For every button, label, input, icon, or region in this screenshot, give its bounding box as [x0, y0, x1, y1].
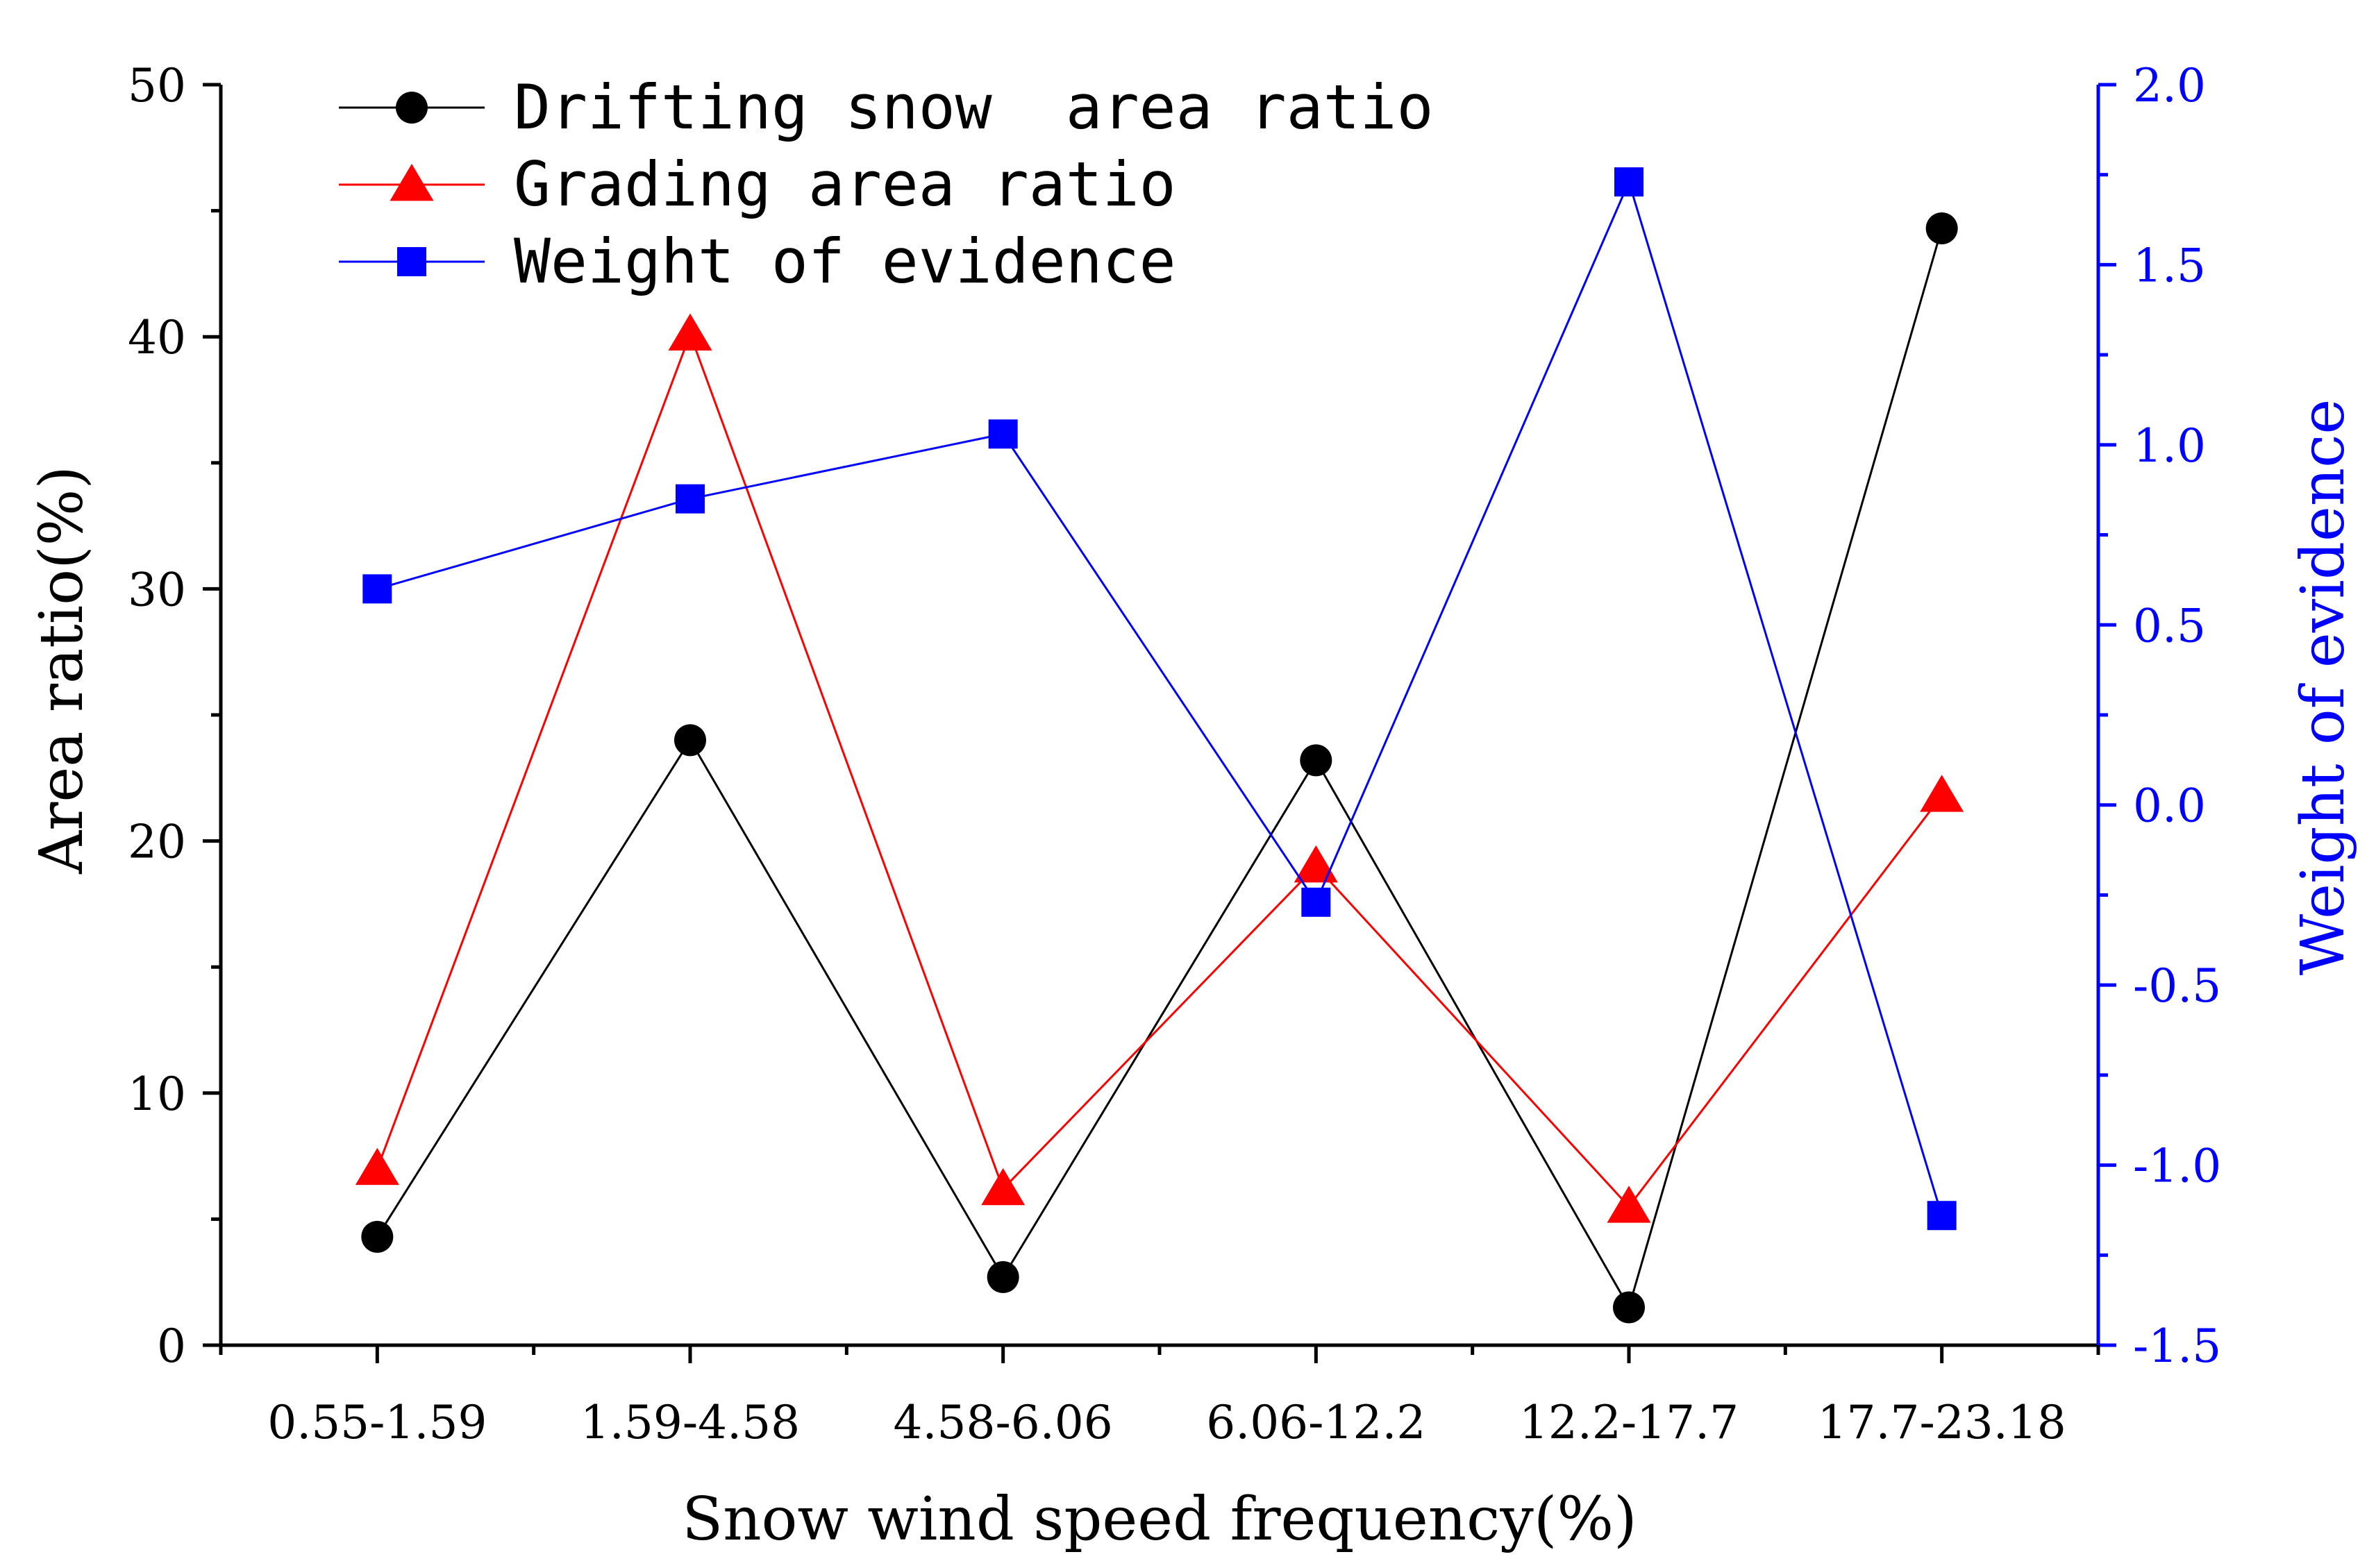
y-tick-label: 20 [128, 816, 186, 869]
y2-tick-label: 0.0 [2133, 779, 2206, 833]
y-tick-label: 10 [128, 1068, 186, 1121]
x-axis-title: Snow wind speed frequency(%) [682, 1485, 1637, 1554]
x-tick-label: 1.59-4.58 [580, 1396, 800, 1449]
series-line-drifting-snow [376, 228, 1943, 1310]
y2-tick-label: 2.0 [2133, 59, 2206, 112]
y-tick-label: 50 [128, 59, 186, 112]
legend-label-drifting-snow: Drifting snow area ratio [514, 71, 1434, 143]
series-line-weight-of-evidence [376, 178, 1943, 1216]
x-tick-label: 6.06-12.2 [1206, 1396, 1425, 1449]
data-point-drifting-snow [1613, 1291, 1645, 1324]
y2-tick-label: -1.5 [2133, 1320, 2221, 1373]
y2-tick-label: -1.0 [2133, 1140, 2221, 1193]
legend-marker-weight-of-evidence [397, 247, 426, 276]
y-tick-label: 40 [128, 311, 186, 364]
y-tick-label: 0 [157, 1320, 186, 1373]
data-point-grading [1294, 845, 1338, 883]
y2-tick-label: 1.0 [2133, 419, 2206, 473]
x-tick-label: 12.2-17.7 [1519, 1396, 1739, 1449]
y-tick-label: 30 [128, 563, 186, 616]
data-point-weight-of-evidence [676, 484, 705, 514]
data-point-drifting-snow [987, 1261, 1019, 1293]
data-point-weight-of-evidence [1614, 167, 1643, 197]
data-point-grading [981, 1167, 1026, 1206]
data-point-drifting-snow [1300, 744, 1332, 777]
series-layer [355, 167, 1964, 1324]
legend-marker-drifting-snow [396, 92, 428, 124]
x-tick-label: 0.55-1.59 [267, 1396, 487, 1449]
legend-label-grading: Grading area ratio [514, 149, 1176, 220]
series-line-grading [376, 331, 1943, 1208]
data-point-drifting-snow [361, 1220, 394, 1253]
legend-marker-grading [390, 164, 434, 201]
x-tick-label: 4.58-6.06 [894, 1396, 1113, 1449]
legend-label-weight-of-evidence: Weight of evidence [514, 226, 1176, 297]
y-axis-title: Area ratio(%) [27, 466, 97, 875]
data-point-weight-of-evidence [1927, 1201, 1957, 1231]
y2-tick-label: -0.5 [2133, 959, 2221, 1013]
data-point-grading [355, 1147, 399, 1186]
data-point-grading [1920, 775, 1964, 812]
y2-axis-title: Weight of evidence [2289, 399, 2358, 975]
data-point-drifting-snow [674, 724, 706, 757]
data-point-grading [1607, 1186, 1651, 1223]
data-point-weight-of-evidence [1301, 887, 1331, 917]
data-point-weight-of-evidence [362, 574, 392, 604]
x-tick-label: 17.7-23.18 [1818, 1396, 2066, 1449]
y2-tick-label: 1.5 [2133, 239, 2206, 292]
y2-tick-label: 0.5 [2133, 599, 2206, 652]
data-point-grading [668, 313, 712, 351]
axes-layer: 0 10 20 30 40 50 -1.5 -1.0 -0.5 0.0 0.5 1.0 1.5 2.0 0.… [128, 59, 2221, 1449]
data-point-drifting-snow [1925, 212, 1958, 245]
data-point-weight-of-evidence [988, 419, 1018, 449]
